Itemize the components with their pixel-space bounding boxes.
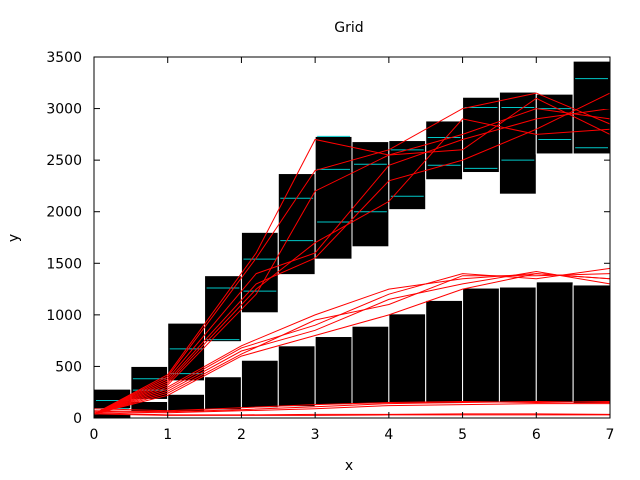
series-line [93, 273, 611, 415]
x-tick-label: 6 [532, 427, 541, 443]
series-line [93, 400, 611, 412]
series-line [93, 92, 611, 415]
y-tick-label: 3000 [46, 102, 82, 118]
series-line [93, 400, 611, 413]
y-tick-label: 1500 [46, 256, 82, 272]
x-tick-label: 4 [384, 427, 393, 443]
y-tick-label: 0 [73, 411, 82, 427]
chart-title: Grid [334, 20, 363, 36]
bar-segment [535, 93, 574, 155]
data-series [93, 92, 611, 416]
series-line [93, 273, 611, 415]
y-axis-ticks: 0 500 1000 1500 2000 2500 3000 3500 [46, 50, 610, 427]
background-bars [93, 60, 611, 419]
series-line [93, 270, 611, 415]
bar-segment [351, 325, 390, 405]
y-tick-label: 500 [55, 359, 82, 375]
x-tick-label: 0 [90, 427, 99, 443]
x-tick-label: 1 [163, 427, 172, 443]
series-line [93, 118, 611, 415]
series-line [93, 412, 611, 416]
x-axis-label: x [345, 458, 353, 474]
y-tick-label: 1000 [46, 308, 82, 324]
x-tick-label: 5 [458, 427, 467, 443]
bar-segment [425, 299, 464, 405]
bar-segment [388, 313, 427, 405]
series-line [93, 403, 610, 414]
bar-segment [498, 286, 537, 404]
bar-segment [204, 376, 242, 411]
bar-segment [351, 141, 390, 248]
y-tick-label: 2500 [46, 153, 82, 169]
series-line [93, 97, 611, 415]
series-line [93, 108, 611, 415]
bar-segment [572, 60, 611, 155]
bar-segment [572, 284, 611, 405]
plot-frame [93, 56, 611, 419]
y-tick-label: 2000 [46, 205, 82, 221]
y-tick-label: 3500 [46, 50, 82, 66]
bar-segment [462, 287, 500, 404]
bar-segment [240, 359, 279, 409]
x-tick-label: 7 [606, 427, 615, 443]
x-tick-label: 2 [237, 427, 246, 443]
y-axis-label: y [6, 234, 22, 242]
series-line [93, 92, 611, 415]
bar-segment [388, 140, 427, 211]
x-tick-label: 3 [311, 427, 320, 443]
series-line [93, 108, 611, 415]
bar-segment [277, 345, 316, 408]
bar-segment [535, 281, 574, 404]
bar-segment [314, 135, 353, 260]
bar-segment [314, 336, 353, 406]
series-line [93, 413, 610, 416]
x-axis-ticks: 0 1 2 3 4 5 6 7 [90, 57, 615, 443]
series-line [93, 267, 611, 415]
